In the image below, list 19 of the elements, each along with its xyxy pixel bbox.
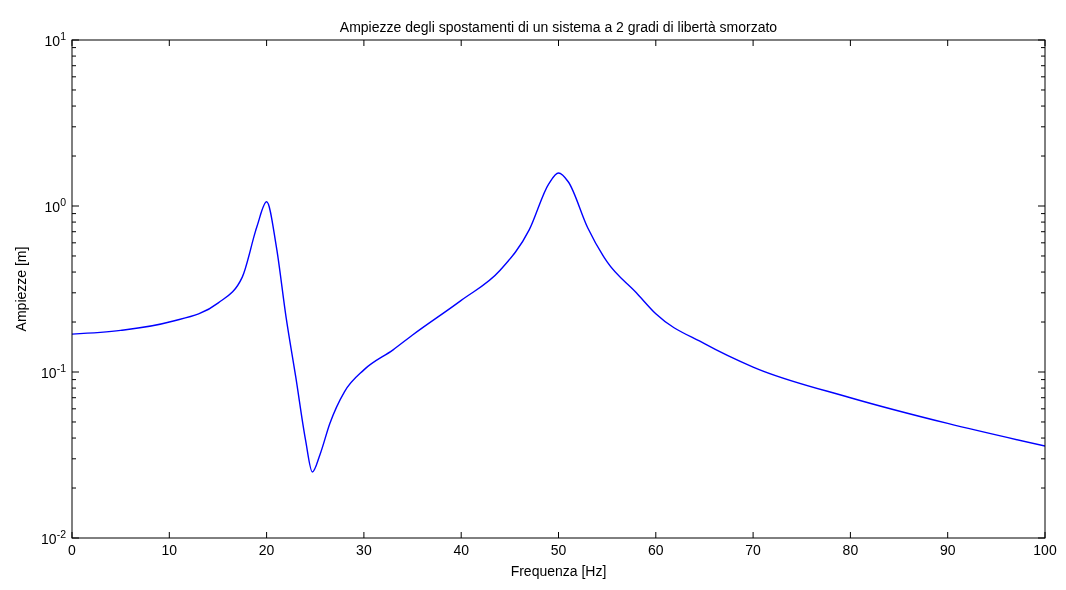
x-tick-label: 30 <box>356 542 372 558</box>
x-tick-label: 100 <box>1033 542 1057 558</box>
x-tick-label: 60 <box>648 542 664 558</box>
y-axis-title: Ampiezze [m] <box>13 246 29 332</box>
x-tick-label: 10 <box>161 542 178 558</box>
line-series <box>72 172 1045 473</box>
y-tick-label: 10$^{-1}$ <box>41 362 67 381</box>
y-tick-label: 10$^{-2}$ <box>41 528 67 547</box>
x-tick-label: 40 <box>453 542 470 558</box>
y-tick-label: 10$^{1}$ <box>44 30 67 49</box>
x-tick-label: 20 <box>258 542 275 558</box>
y-tick-label: 10$^{0}$ <box>44 196 67 215</box>
x-tick-label: 90 <box>939 542 956 558</box>
x-tick-label: 80 <box>842 542 859 558</box>
x-tick-label: 50 <box>550 542 567 558</box>
x-tick-label: 70 <box>745 542 762 558</box>
x-tick-label: 0 <box>68 542 77 558</box>
x-axis-title: Frequenza [Hz] <box>510 563 607 579</box>
chart-title: Ampiezze degli spostamenti di un sistema a 2 gradi di libertà smorzato <box>339 19 778 35</box>
